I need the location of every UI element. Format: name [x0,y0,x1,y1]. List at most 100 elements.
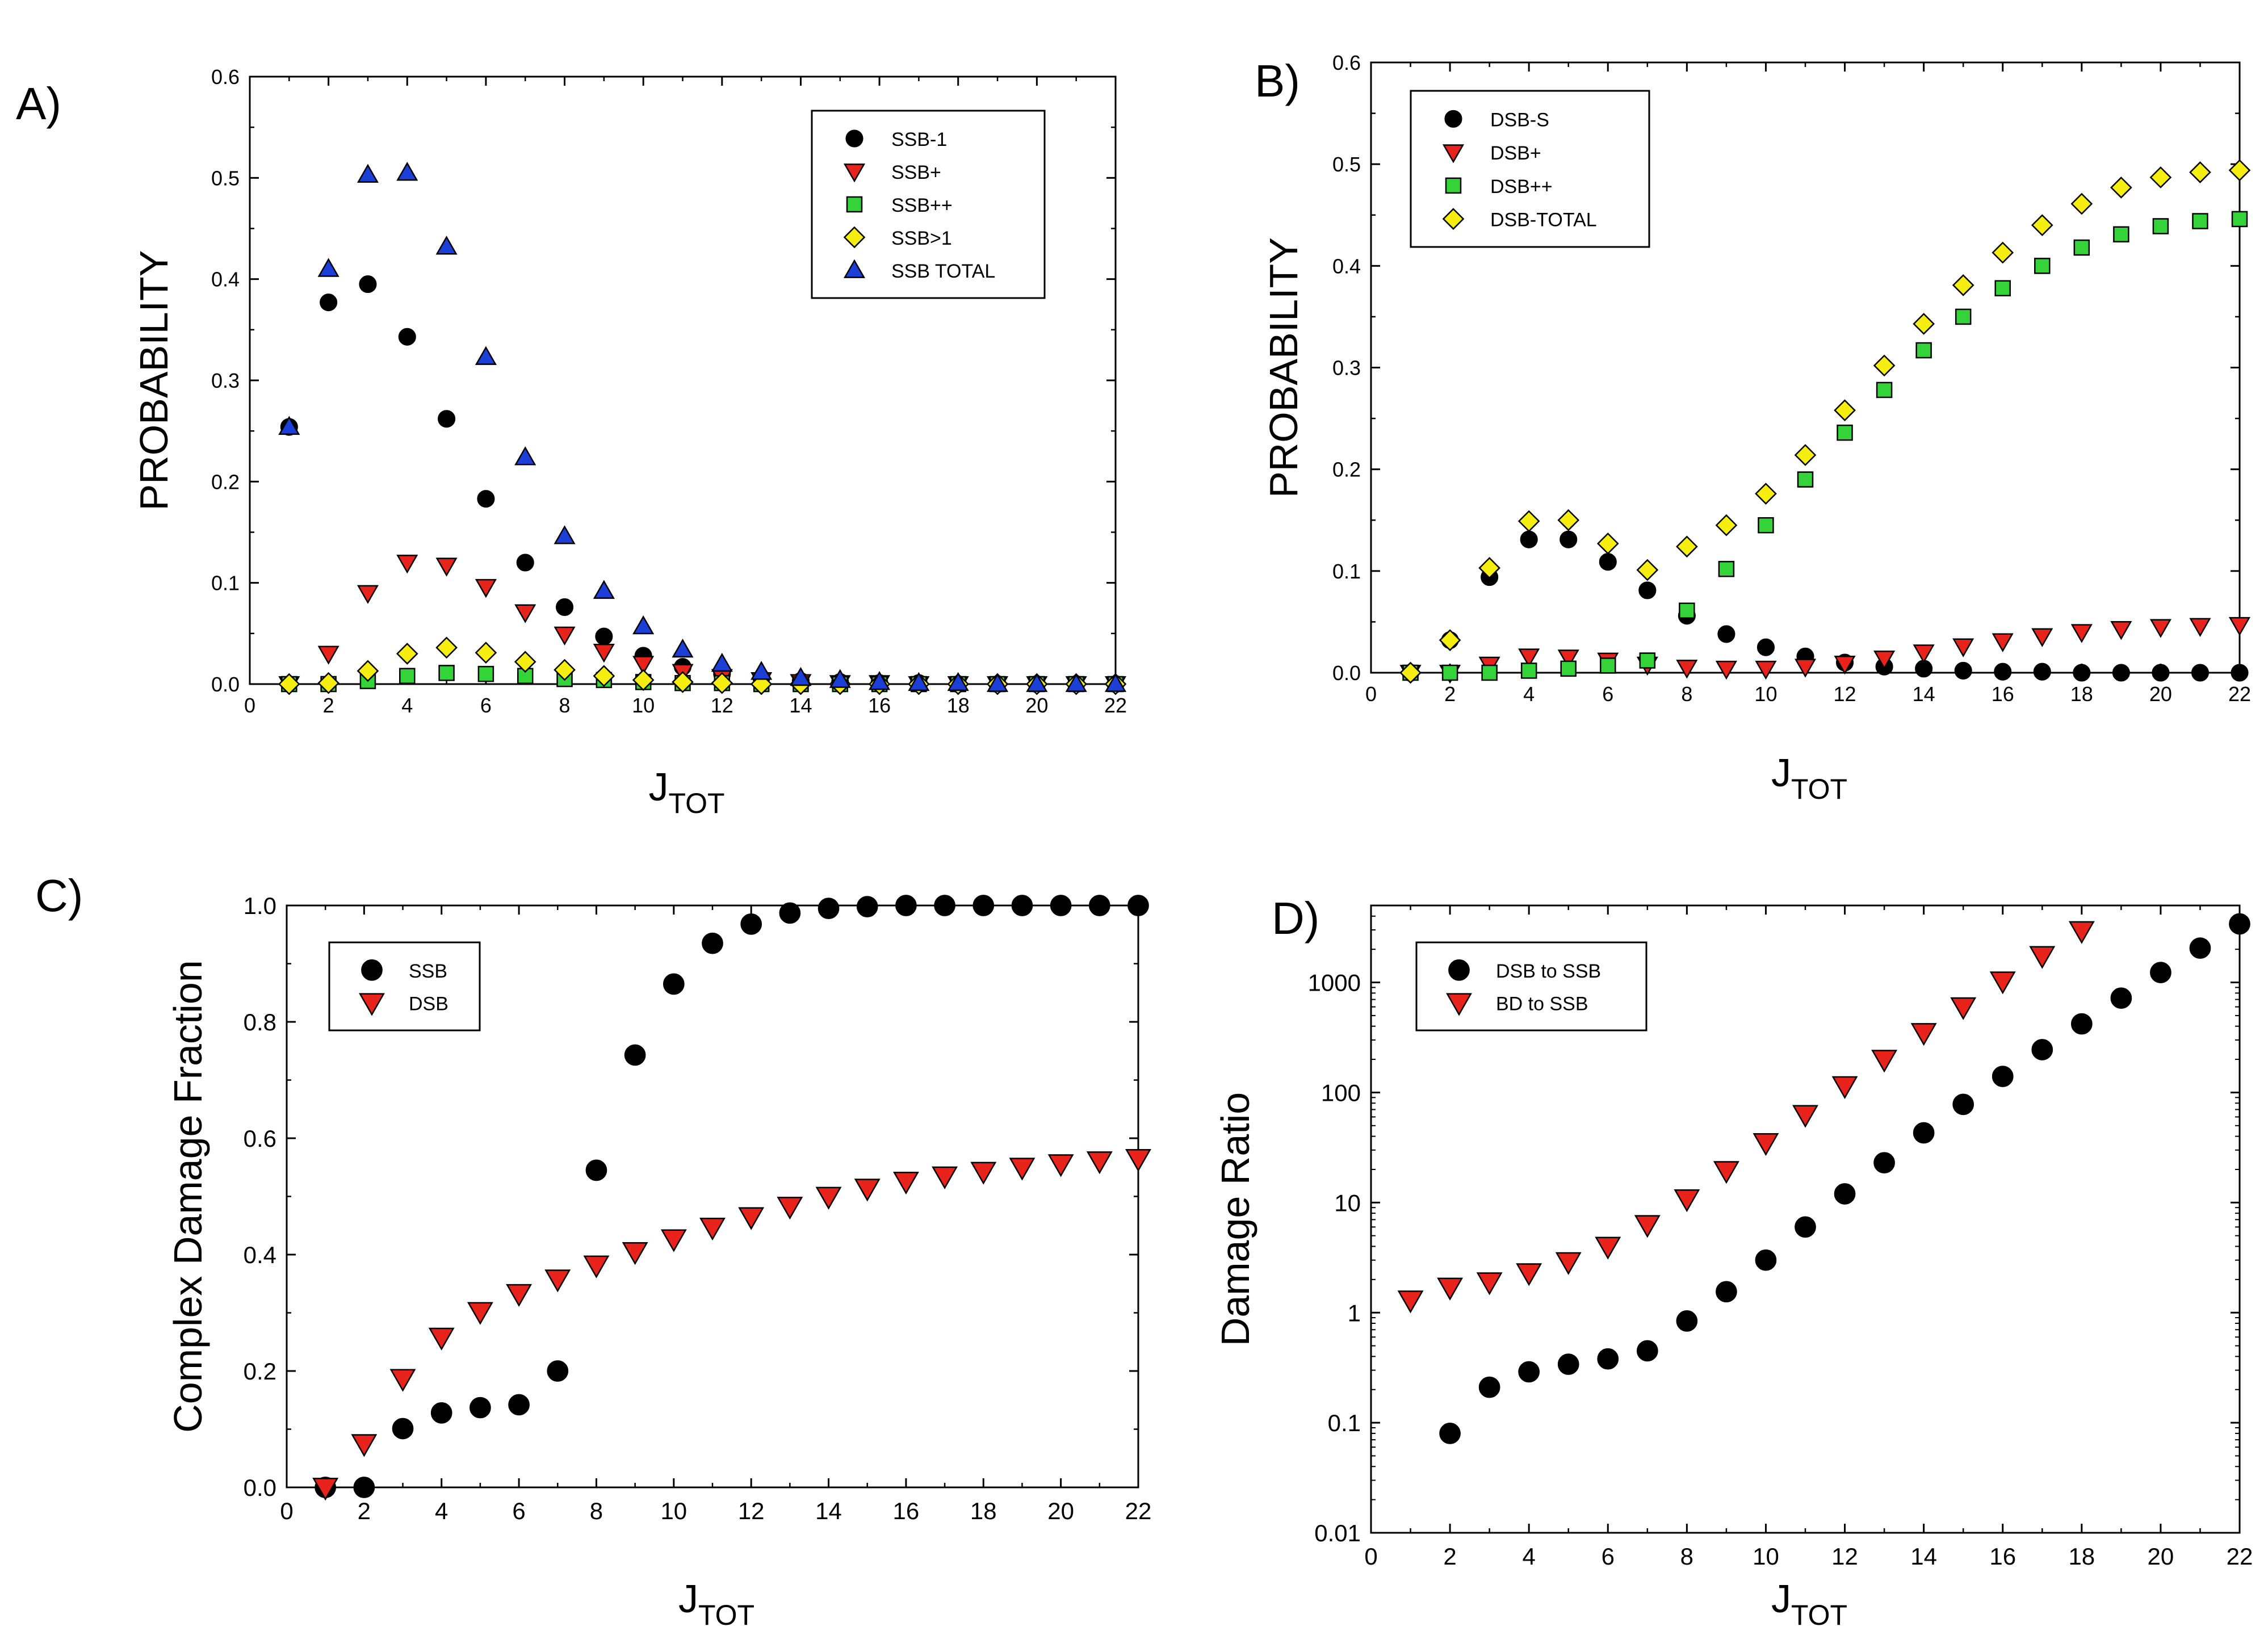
legend-marker [1448,959,1470,981]
panel-label: A) [16,78,61,129]
data-point [2070,192,2093,215]
legend-box [328,941,481,1032]
y-tick-label: 1 [1348,1299,1361,1326]
legend-marker [1446,993,1472,1016]
data-point [2034,258,2051,274]
y-tick-label: 100 [1321,1080,1361,1106]
data-point [1876,381,1893,399]
data-point [351,1434,378,1457]
data-point [1516,1263,1542,1286]
x-tick-label: 2 [323,694,334,717]
y-tick-label: 1.0 [244,892,276,919]
data-point [477,665,494,682]
legend-marker [1442,144,1465,163]
data-point [1127,895,1149,916]
x-axis-title: JTOT [1771,1577,1847,1631]
data-point [1086,1151,1113,1175]
series-ssb [315,895,1149,1498]
data-point [595,627,613,645]
data-point [1636,559,1659,581]
x-tick-label: 14 [1913,682,1935,706]
x-tick-label: 20 [1025,694,1048,717]
x-tick-label: 22 [2227,1543,2253,1570]
y-tick-label: 0.0 [1332,661,1361,685]
data-point [1831,1076,1858,1099]
x-tick-label: 6 [512,1498,525,1524]
data-point [1992,241,2014,264]
data-point [2152,218,2169,234]
data-point [699,1217,726,1241]
data-point [2192,213,2208,229]
data-point [359,275,377,294]
series-dsb [1402,211,2248,681]
data-point [399,668,416,684]
data-point [2070,624,2093,643]
x-axis-title-main: J [649,765,669,809]
legend-label: DSB-TOTAL [1490,209,1597,231]
y-axis-title: Complex Damage Fraction [166,960,210,1433]
legend-label: DSB to SSB [1496,961,1601,982]
data-point [554,659,576,681]
x-tick-label: 4 [1523,682,1535,706]
legend-marker [843,163,866,183]
data-point [312,1478,339,1501]
data-point [1676,1310,1698,1332]
legend-label: DSB+ [1490,142,1541,164]
data-point [1476,1272,1503,1295]
data-point [1518,1361,1540,1383]
panel-label: C) [35,870,83,921]
data-point [1518,648,1540,668]
data-point [2149,619,2171,638]
x-axis-title-main: J [1771,1577,1791,1621]
data-point [663,973,685,995]
x-tick-label: 20 [2148,1543,2174,1570]
data-point [357,163,379,183]
data-point [892,1172,919,1195]
data-point [1557,509,1580,531]
data-point [1834,399,1856,422]
data-point [779,902,801,924]
x-tick-label: 6 [1602,1543,1615,1570]
x-tick-label: 10 [1754,682,1777,706]
legend-label: BD to SSB [1496,993,1588,1014]
data-point [1560,660,1577,677]
legend-marker [1445,177,1462,194]
y-tick-label: 0.5 [211,166,240,190]
data-point [818,898,840,919]
data-point [1104,673,1127,692]
data-point [438,410,456,428]
data-point [357,585,379,604]
data-point [622,1242,648,1265]
y-tick-label: 0.2 [1332,458,1361,481]
x-tick-label: 12 [1831,1543,1858,1570]
data-point [2110,621,2132,640]
data-point [583,1255,610,1278]
data-point [972,895,995,916]
data-point [1994,280,2011,296]
data-point [396,161,418,181]
x-tick-label: 20 [2149,682,2172,706]
data-point [1715,660,1737,680]
legend-marker [845,129,863,148]
data-point [2031,628,2053,647]
x-axis-title-sub: TOT [1791,773,1847,805]
data-point [711,672,733,694]
data-point [317,258,339,277]
data-point [2112,664,2130,682]
x-tick-label: 8 [590,1498,603,1524]
data-point [1481,664,1498,681]
data-point [2228,617,2251,636]
data-point [1994,663,2012,681]
data-point [986,673,1009,692]
legend-label: SSB+ [891,162,941,183]
data-point [854,1179,881,1202]
y-tick-label: 0.0 [211,673,240,696]
data-point [632,669,655,691]
x-tick-label: 22 [1104,694,1127,717]
data-point [593,665,615,687]
data-point [1992,1066,2014,1087]
x-tick-label: 2 [358,1498,371,1524]
data-point [2110,987,2132,1009]
data-point [815,1186,842,1210]
x-tick-label: 2 [1444,682,1456,706]
